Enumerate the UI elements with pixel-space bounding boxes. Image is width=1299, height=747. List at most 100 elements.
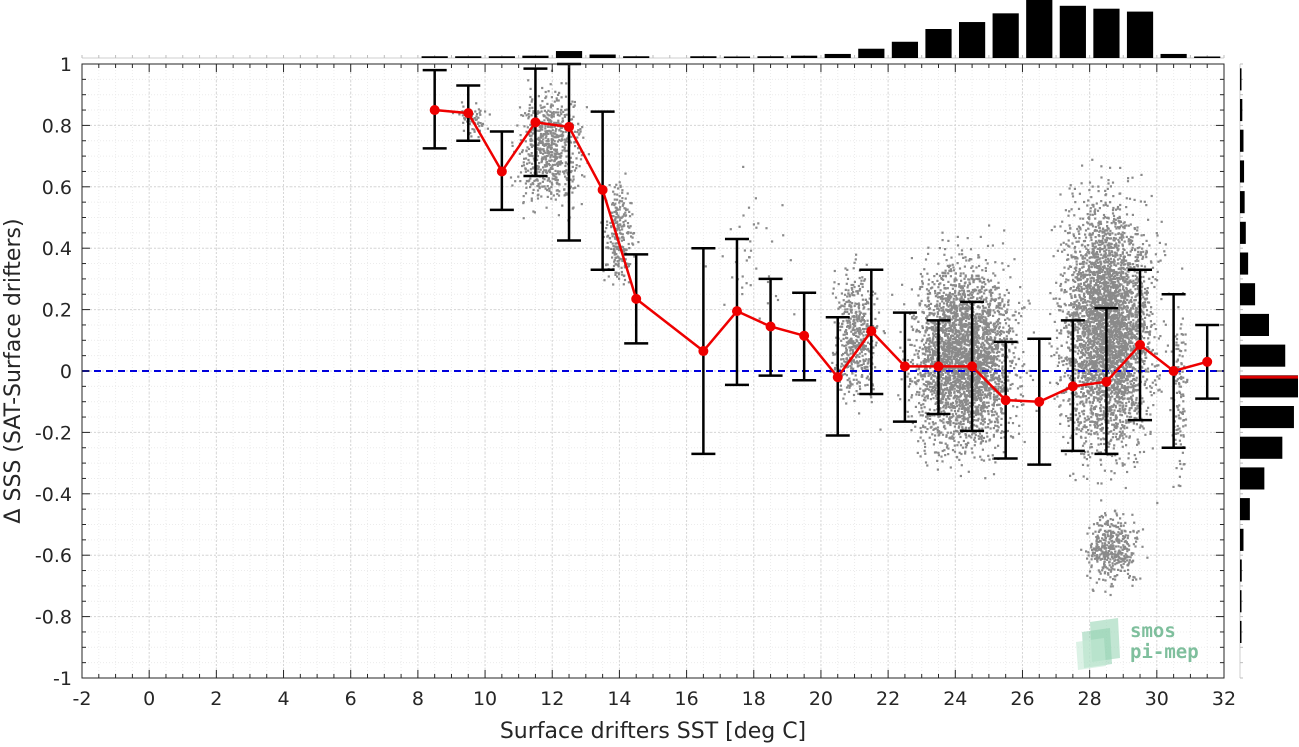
scatter-point — [934, 422, 937, 425]
scatter-point — [993, 325, 996, 328]
scatter-point — [860, 279, 863, 282]
scatter-point — [952, 266, 955, 269]
scatter-point — [982, 396, 986, 399]
scatter-point — [555, 97, 558, 100]
scatter-point — [1019, 393, 1022, 396]
scatter-point — [849, 308, 852, 311]
scatter-point — [618, 199, 622, 202]
scatter-point — [965, 436, 968, 439]
scatter-point — [995, 399, 998, 402]
scatter-point — [554, 132, 557, 135]
scatter-point — [956, 361, 959, 365]
scatter-point — [938, 388, 942, 391]
scatter-point — [624, 258, 627, 261]
scatter-point — [940, 317, 943, 320]
scatter-point — [541, 128, 544, 131]
scatter-point — [941, 338, 944, 341]
scatter-point — [997, 389, 1000, 392]
scatter-point — [984, 339, 987, 342]
scatter-point — [613, 248, 616, 251]
scatter-point — [937, 292, 940, 295]
scatter-point — [931, 433, 934, 436]
scatter-point — [980, 408, 983, 412]
scatter-point — [962, 405, 965, 408]
scatter-point — [569, 141, 573, 144]
scatter-point — [621, 228, 624, 231]
scatter-point — [962, 386, 965, 389]
scatter-point — [974, 350, 977, 353]
scatter-point — [569, 118, 572, 121]
scatter-point — [923, 396, 926, 399]
scatter-point — [919, 286, 922, 289]
scatter-point — [963, 265, 966, 268]
scatter-point — [577, 133, 580, 136]
scatter-point — [848, 357, 852, 360]
scatter-point — [618, 277, 621, 280]
scatter-point — [552, 132, 555, 135]
scatter-point — [883, 332, 886, 335]
scatter-point — [943, 358, 946, 361]
scatter-point — [622, 213, 626, 216]
scatter-point — [965, 319, 968, 323]
scatter-point — [563, 188, 566, 191]
scatter-point — [864, 384, 867, 387]
scatter-point — [930, 376, 933, 379]
scatter-point — [615, 212, 618, 215]
scatter-point — [990, 294, 993, 297]
scatter-point — [613, 198, 616, 201]
scatter-point — [1016, 341, 1019, 344]
scatter-point — [968, 282, 972, 286]
scatter-point — [954, 363, 957, 366]
scatter-point — [982, 298, 985, 301]
scatter-point — [929, 345, 932, 348]
scatter-point — [941, 328, 944, 331]
scatter-point — [860, 364, 863, 367]
scatter-point — [627, 281, 630, 284]
scatter-point — [546, 151, 549, 154]
scatter-point — [981, 341, 984, 344]
scatter-point — [1007, 330, 1010, 333]
scatter-point — [477, 136, 480, 139]
scatter-point — [866, 323, 869, 326]
scatter-point — [966, 286, 969, 289]
scatter-point — [624, 211, 627, 214]
scatter-point — [957, 343, 960, 346]
scatter-point — [956, 419, 959, 422]
scatter-point — [1001, 384, 1004, 387]
scatter-point — [926, 397, 929, 400]
scatter-point — [915, 393, 918, 396]
scatter-point — [959, 309, 962, 312]
top-histogram-bar — [455, 56, 482, 58]
scatter-point — [952, 421, 955, 425]
scatter-point — [948, 419, 951, 422]
scatter-point — [963, 330, 967, 333]
scatter-point — [974, 335, 977, 338]
scatter-point — [850, 338, 853, 341]
scatter-point — [985, 359, 988, 363]
scatter-point — [621, 191, 624, 194]
scatter-point — [525, 114, 528, 117]
scatter-point — [484, 110, 487, 113]
scatter-point — [545, 139, 548, 142]
scatter-point — [960, 372, 963, 375]
scatter-point — [853, 286, 856, 289]
scatter-point — [551, 104, 554, 107]
scatter-point — [845, 349, 848, 352]
scatter-point — [911, 316, 914, 319]
scatter-point — [472, 117, 475, 120]
scatter-point — [616, 275, 619, 278]
scatter-point — [527, 153, 530, 156]
scatter-point — [1009, 435, 1013, 438]
scatter-point — [955, 311, 958, 314]
scatter-point — [570, 118, 574, 121]
scatter-point — [923, 367, 927, 370]
scatter-point — [1029, 374, 1032, 377]
scatter-point — [958, 339, 961, 342]
scatter-point — [899, 330, 902, 334]
scatter-point — [842, 358, 845, 361]
scatter-point — [850, 305, 853, 308]
scatter-point — [963, 284, 966, 287]
scatter-point — [944, 371, 947, 374]
scatter-point — [603, 279, 606, 282]
scatter-point — [988, 458, 991, 461]
